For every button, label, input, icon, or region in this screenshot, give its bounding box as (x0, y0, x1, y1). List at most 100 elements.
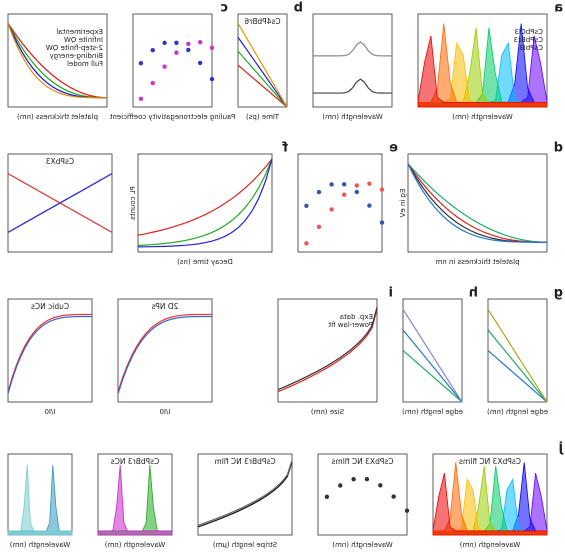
panel: e (297, 141, 398, 253)
panel: d platelet thickness in nm Eg in eV (399, 141, 563, 267)
marker (209, 76, 215, 82)
panel-letter: h (469, 286, 478, 301)
legend-text: Infinite QW (64, 36, 103, 44)
x-axis-label: Stripe length (µm) (213, 541, 278, 549)
panel-title: CsPbBr3 NC film (214, 457, 275, 466)
spectrum (7, 464, 73, 536)
plot-frame (7, 13, 108, 108)
marker (174, 40, 179, 46)
plot-frame (137, 153, 273, 253)
curve (197, 460, 293, 526)
panel-letter: g (554, 286, 563, 301)
plot-frame (7, 153, 113, 253)
marker (304, 203, 309, 209)
panel-letter: e (389, 141, 398, 156)
legend-text: Experimental (56, 28, 103, 36)
curve (487, 350, 548, 403)
legend-text: Exp. data (340, 313, 373, 321)
marker (197, 39, 203, 45)
marker (329, 182, 334, 187)
x-axis-label: edge length (nm) (402, 408, 463, 416)
plot-frame (117, 298, 213, 403)
legend-text: CsPbI3 (519, 44, 543, 52)
marker (197, 60, 203, 66)
x-axis-label: Wavelength (nm) (9, 541, 70, 549)
panel: CsPbBr3 NC film Stripe length (µm) (197, 453, 293, 549)
panel-title: 2D NPs (151, 302, 178, 311)
curve (237, 50, 288, 108)
curve (407, 163, 548, 243)
panel-letter: j (559, 441, 564, 456)
curve (117, 315, 213, 394)
curve (7, 23, 108, 99)
panel-letter: b (294, 1, 303, 16)
curve (7, 313, 93, 392)
plot-frame (297, 153, 383, 253)
panel: g edge length (nm) (487, 286, 563, 417)
marker (316, 224, 322, 230)
x-axis-label: edge length (nm) (487, 408, 548, 416)
curve (197, 461, 293, 528)
marker (329, 207, 334, 212)
marker (186, 47, 191, 53)
marker (162, 40, 167, 46)
x-axis-label: Wavelength (nm) (459, 541, 520, 549)
spectrum (417, 35, 548, 108)
marker (342, 182, 347, 187)
curve (137, 158, 273, 236)
x-axis-label: platelet thickness in nm (435, 258, 519, 266)
marker (351, 476, 356, 482)
plot-frame (407, 153, 548, 253)
x-axis-label: Wavelength (nm) (452, 113, 513, 121)
panel: 2D NPs I/I0 (117, 298, 213, 416)
spectrum (7, 464, 73, 536)
marker (364, 476, 370, 482)
x-axis-label: Wavelength (nm) (322, 113, 383, 121)
marker (304, 241, 309, 246)
x-axis-label: Wavelength (nm) (104, 541, 165, 549)
panel: j CsPbX3 NC films Wavelength (nm) (432, 441, 564, 549)
curve (313, 78, 393, 94)
plot-frame (7, 453, 73, 536)
curve (137, 158, 273, 248)
curve (407, 163, 548, 243)
marker (150, 80, 155, 86)
marker (338, 483, 343, 488)
legend-text: 2-step-finite QW (46, 44, 103, 52)
panel-title: CsPbX3 (46, 157, 75, 166)
panel-letter: c (220, 1, 228, 16)
curve (277, 309, 378, 393)
marker (379, 220, 385, 225)
legend-text: CsPbCl3 (515, 28, 544, 36)
panel-title: CsPbX3 NC films (331, 457, 393, 466)
marker (379, 187, 385, 192)
plot-frame (7, 298, 93, 403)
plot-frame (97, 453, 173, 536)
curve (7, 22, 108, 99)
spectrum (432, 472, 548, 536)
curve (407, 163, 548, 243)
panel-letter: d (554, 141, 563, 156)
panel-letter: a (554, 1, 563, 16)
spectrum (97, 464, 173, 536)
panel-title: Cubic NCs (31, 302, 69, 311)
panel: Wavelength (nm) (312, 13, 393, 121)
legend-text: CsPbBr3 (514, 36, 543, 44)
marker (324, 494, 330, 500)
panel: f Decay time (ns) PL counts (129, 141, 288, 267)
plot-frame (237, 13, 288, 108)
panel-letter: i (389, 286, 393, 301)
curve (402, 329, 463, 403)
panel: b Cs4PbBr6 Time (ps) (237, 1, 303, 121)
plot-frame (277, 298, 378, 403)
curve (402, 350, 463, 403)
marker (354, 183, 359, 188)
panel-title: Cs4PbBr6 (244, 17, 280, 26)
x-axis-label: Time (ps) (246, 113, 280, 121)
marker (209, 45, 215, 50)
curve (402, 308, 463, 403)
